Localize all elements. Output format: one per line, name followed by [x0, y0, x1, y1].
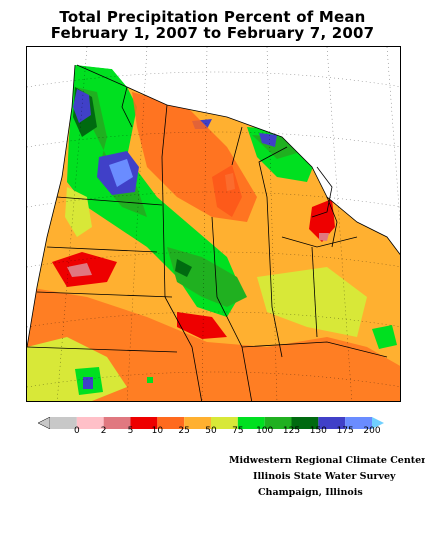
legend-swatch-100	[237, 417, 265, 429]
legend-label-125: 125	[282, 426, 301, 436]
legend-color-bar	[37, 416, 384, 430]
legend-swatch-10	[130, 417, 158, 429]
precipitation-map	[26, 46, 401, 402]
outside-ne	[77, 47, 400, 255]
yellowgreen-east	[257, 267, 367, 337]
central-green	[167, 247, 247, 307]
sw-dot	[147, 377, 153, 383]
legend-swatch-5	[103, 417, 131, 429]
color-legend: 0 2 5 10 25 50 75 100 125 150 175 200	[37, 414, 384, 444]
credit-center: Midwestern Regional Climate Center	[229, 455, 425, 466]
legend-swatch-150	[291, 417, 319, 429]
credit-location: Champaign, Illinois	[258, 487, 363, 498]
legend-swatch-50	[184, 417, 211, 429]
legend-swatch-125	[264, 417, 292, 429]
legend-swatch-2	[76, 417, 104, 429]
legend-label-200: 200	[363, 426, 381, 436]
map-date-range: February 1, 2007 to February 7, 2007	[50, 24, 375, 42]
central-dark	[175, 259, 192, 277]
lightblue-patch	[109, 159, 133, 187]
legend-swatch-200	[345, 417, 372, 429]
precipitation-map-graphic	[27, 47, 400, 401]
outside-domain	[27, 47, 400, 347]
legend-swatch-75	[211, 417, 238, 429]
legend-label-5: 5	[127, 426, 134, 436]
legend-label-0: 0	[73, 426, 80, 436]
map-title: Total Precipitation Percent of Mean	[59, 8, 366, 26]
legend-swatch-25	[157, 417, 185, 429]
legend-label-25: 25	[178, 426, 190, 436]
boundaries	[27, 64, 400, 401]
pink-west	[67, 263, 92, 277]
sw-blue	[83, 377, 93, 389]
se-green	[372, 325, 397, 349]
legend-label-50: 50	[205, 426, 217, 436]
upper-mi-blue	[259, 133, 277, 147]
outside-nw	[27, 47, 77, 347]
credit-survey: Illinois State Water Survey	[253, 471, 396, 482]
blue-patch-1	[73, 89, 91, 123]
legend-swatch-175	[318, 417, 346, 429]
legend-swatch-0	[50, 417, 77, 429]
legend-label-10: 10	[151, 426, 164, 436]
pink-michigan	[319, 233, 329, 241]
legend-underflow-arrow	[37, 416, 51, 430]
legend-label-75: 75	[232, 426, 244, 436]
legend-label-150: 150	[309, 426, 327, 436]
red-michigan	[309, 199, 335, 242]
graticule	[27, 47, 400, 401]
red-south	[177, 312, 227, 339]
legend-overflow-arrow	[372, 417, 384, 429]
legend-label-2: 2	[100, 426, 107, 436]
orange-band-north	[132, 92, 257, 222]
nw-green	[67, 65, 242, 317]
legend-label-100: 100	[256, 426, 274, 436]
legend-label-175: 175	[336, 426, 354, 436]
orange-band-south	[27, 287, 400, 401]
